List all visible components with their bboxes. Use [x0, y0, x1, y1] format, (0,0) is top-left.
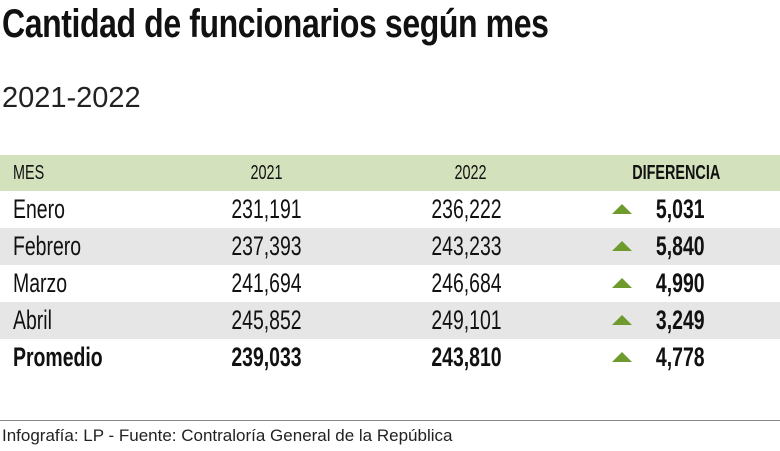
cell-2022: 243,810	[431, 342, 502, 372]
cell-diferencia: 4,990	[656, 268, 705, 298]
up-arrow-icon	[612, 314, 632, 325]
cell-2021: 231,191	[231, 194, 302, 224]
cell-mes: Abril	[13, 305, 52, 335]
cell-2021: 241,694	[231, 268, 302, 298]
data-table: MES 2021 2022 DIFERENCIA Enero 231,191 236…	[0, 155, 780, 376]
header-diferencia: DIFERENCIA	[631, 161, 720, 184]
subtitle: 2021-2022	[2, 82, 141, 114]
up-arrow-icon	[612, 277, 632, 288]
cell-2022: 249,101	[431, 305, 502, 335]
cell-2022: 243,233	[431, 231, 502, 261]
cell-2021: 239,033	[231, 342, 302, 372]
table-row: Abril 245,852 249,101 3,249	[0, 302, 780, 339]
up-arrow-icon	[612, 351, 632, 362]
cell-mes: Marzo	[13, 268, 68, 298]
cell-mes: Enero	[13, 194, 65, 224]
header-2021: 2021	[249, 161, 282, 184]
source-note: Infografía: LP - Fuente: Contraloría Gen…	[2, 426, 453, 445]
table-row: Febrero 237,393 243,233 5,840	[0, 228, 780, 265]
up-arrow-icon	[612, 240, 632, 251]
title-text: Cantidad de funcionarios según mes	[2, 2, 549, 46]
cell-2022: 236,222	[431, 194, 502, 224]
up-arrow-icon	[612, 203, 632, 214]
header-2022: 2022	[453, 161, 486, 184]
cell-diferencia: 5,031	[656, 194, 705, 224]
page-title: Cantidad de funcionarios según mes	[2, 2, 685, 47]
footer-divider	[0, 420, 780, 421]
cell-diferencia: 4,778	[656, 342, 705, 372]
cell-mes: Promedio	[13, 342, 103, 372]
cell-diferencia: 5,840	[656, 231, 705, 261]
cell-2021: 237,393	[231, 231, 302, 261]
table-row: Promedio 239,033 243,810 4,778	[0, 339, 780, 376]
table-header: MES 2021 2022 DIFERENCIA	[0, 155, 780, 191]
cell-mes: Febrero	[13, 231, 82, 261]
cell-2022: 246,684	[431, 268, 502, 298]
table-row: Enero 231,191 236,222 5,031	[0, 191, 780, 228]
header-mes: MES	[13, 161, 45, 184]
cell-diferencia: 3,249	[656, 305, 705, 335]
cell-2021: 245,852	[231, 305, 302, 335]
table-row: Marzo 241,694 246,684 4,990	[0, 265, 780, 302]
